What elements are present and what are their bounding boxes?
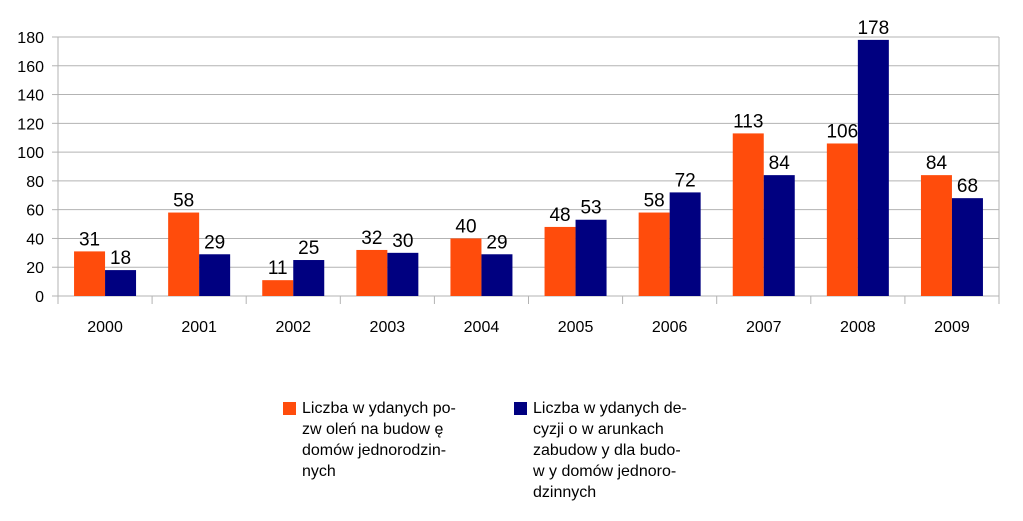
bar-series-2: [481, 254, 513, 296]
data-label: 29: [204, 232, 225, 253]
x-tick-label: 2004: [464, 319, 500, 336]
bar-series-1: [262, 280, 294, 296]
bar-series-1: [544, 226, 576, 296]
legend-label-series-2: Liczba w ydanych de- cyzji o w arunkach …: [533, 398, 733, 503]
bar-series-1: [638, 212, 670, 296]
legend-label-line: cyzji o w arunkach: [533, 421, 664, 438]
data-label: 113: [733, 111, 763, 132]
data-label: 84: [926, 153, 948, 174]
legend-label-line: w y domów jednoro-: [533, 463, 677, 480]
bar-series-2: [951, 198, 983, 296]
x-tick-label: 2000: [87, 319, 123, 336]
x-tick-label: 2007: [746, 319, 782, 336]
data-label: 106: [826, 121, 858, 142]
y-tick-label: 120: [17, 116, 44, 133]
bar-series-2: [387, 252, 419, 296]
data-label: 18: [110, 248, 131, 269]
legend-label-series-1: Liczba w ydanych po- zw oleń na budow ę …: [302, 398, 502, 482]
y-tick-label: 60: [26, 203, 44, 220]
bar-series-1: [356, 249, 388, 296]
data-label: 11: [268, 258, 288, 279]
x-tick-label: 2006: [652, 319, 688, 336]
x-tick-label: 2003: [370, 319, 406, 336]
bar-series-1: [168, 212, 200, 296]
bar-series-1: [732, 133, 764, 296]
bar-series-2: [857, 39, 889, 296]
x-tick-label: 2001: [181, 319, 217, 336]
data-labels: 31 18 58 29 11 25 32 30 40 29 48 53 58 72 113 84 106 178 8…: [79, 18, 978, 279]
bar-series-1: [450, 238, 482, 296]
y-tick-label: 80: [26, 174, 44, 191]
data-label: 72: [675, 170, 696, 191]
bar-series-1: [826, 143, 858, 296]
y-tick-label: 100: [17, 145, 44, 162]
bar-series-2: [763, 175, 795, 296]
data-label: 53: [580, 198, 601, 219]
data-label: 30: [392, 231, 413, 252]
y-tick-label: 160: [17, 59, 44, 76]
bar-series-1: [74, 251, 106, 296]
y-tick-label: 0: [35, 289, 44, 306]
legend-label-line: Liczba w ydanych de-: [533, 400, 687, 417]
data-label: 84: [769, 153, 791, 174]
data-label: 178: [857, 18, 889, 39]
data-label: 29: [486, 232, 507, 253]
bar-series-1: [920, 175, 952, 296]
data-label: 31: [79, 229, 100, 250]
legend-label-line: Liczba w ydanych po-: [302, 400, 456, 417]
legend-label-line: zabudow y dla budo-: [533, 442, 681, 459]
data-label: 40: [455, 216, 476, 237]
data-label: 32: [361, 228, 382, 249]
bar-series-2: [669, 192, 701, 296]
y-tick-label: 40: [26, 231, 44, 248]
y-tick-label: 180: [17, 30, 44, 47]
data-label: 48: [549, 205, 570, 226]
legend-label-line: dzinnych: [533, 484, 597, 501]
legend-swatch-series-2: [514, 402, 527, 415]
x-tick-label: 2005: [558, 319, 594, 336]
bar-series-2: [293, 260, 325, 296]
legend-swatch-series-1: [283, 402, 296, 415]
x-tick-label: 2009: [934, 319, 970, 336]
data-label: 58: [644, 191, 665, 212]
x-tick-label: 2002: [275, 319, 311, 336]
y-tick-label: 20: [26, 260, 44, 277]
x-axis-tick-labels: 2000 2001 2002 2003 2004 2005 2006 2007 2008 2009: [87, 319, 970, 336]
bar-series-2: [199, 254, 231, 296]
legend-label-line: nych: [302, 463, 336, 480]
data-label: 25: [298, 238, 319, 259]
bar-series-2: [105, 270, 137, 296]
x-tick-label: 2008: [840, 319, 876, 336]
y-tick-label: 140: [17, 88, 44, 105]
data-label: 68: [957, 176, 978, 197]
y-axis-tick-labels: 0 20 40 60 80 100 120 140 160 180: [17, 30, 44, 306]
legend-label-line: domów jednorodzin-: [302, 442, 447, 459]
data-label: 58: [173, 191, 194, 212]
bars: [74, 39, 983, 296]
legend-label-line: zw oleń na budow ę: [302, 421, 444, 438]
bar-series-2: [575, 219, 607, 296]
